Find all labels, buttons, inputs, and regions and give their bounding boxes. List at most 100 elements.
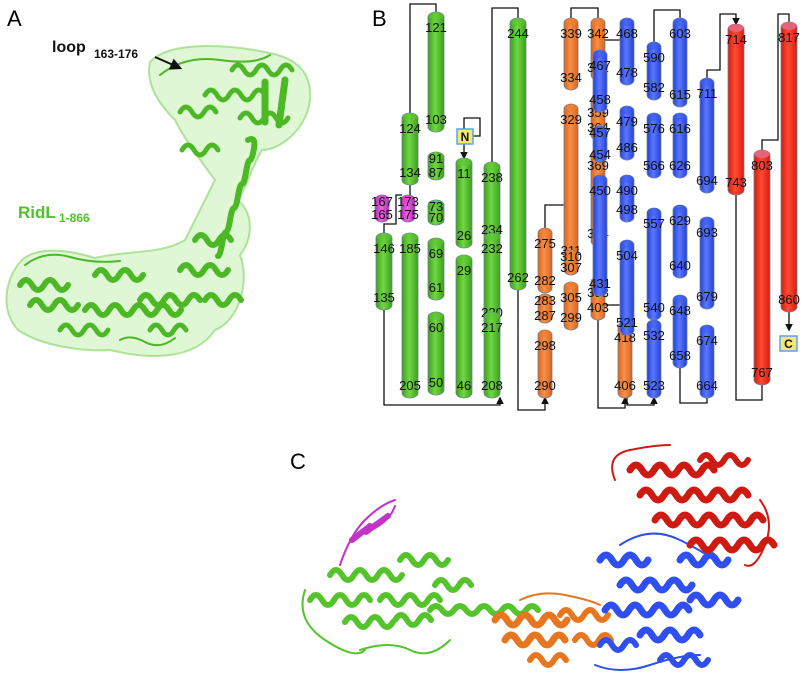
helix-end-label: 234 [481, 222, 503, 237]
helix-648-658: 648 658 [669, 294, 691, 369]
loop-range: 163-176 [94, 47, 138, 61]
helix-start-label: 167 [371, 194, 393, 209]
helix-end-label: 299 [560, 310, 582, 325]
helix-start-label: 60 [429, 320, 443, 335]
helix-329-311: 329311 [560, 103, 582, 264]
helix-start-label: 73 [429, 199, 443, 214]
connector-15 [706, 13, 740, 78]
helix-end-label: 403 [587, 300, 609, 315]
helix-711-694: 711 694 [696, 77, 718, 194]
helix-start-label: 29 [457, 263, 471, 278]
protein-range: 1-866 [59, 211, 90, 225]
helix-start-label: 674 [696, 333, 718, 348]
helix-start-label: 275 [534, 236, 556, 251]
helix-start-label: 69 [429, 246, 443, 261]
helix-end-label: 615 [669, 87, 691, 102]
helix-end-label: 87 [429, 165, 443, 180]
helix-end-label: 70 [429, 210, 443, 225]
helix-121-103: 121 103 [425, 11, 447, 133]
helix-616-626: 616 626 [669, 112, 691, 179]
helix-590-582: 590 582 [643, 41, 665, 101]
helix-start-label: 817 [778, 30, 800, 45]
panel-label-c: C [290, 449, 306, 474]
helix-end-label: 50 [429, 375, 443, 390]
helix-start-label: 479 [616, 114, 638, 129]
panel-a-structure: loop 163-176 RidL 1-866 [5, 39, 312, 357]
helix-60-50: 60 50 [427, 311, 445, 396]
helix-start-label: 468 [616, 26, 638, 41]
helix-start-label: 283 [534, 293, 556, 308]
helix-start-label: 603 [669, 26, 691, 41]
helix-232-220: 232220 [481, 232, 503, 326]
helix-end-label: 582 [643, 80, 665, 95]
helix-end-label: 640 [669, 258, 691, 273]
helix-557-540: 557 540 [643, 207, 665, 321]
green-domain [301, 552, 541, 655]
helix-end-label: 478 [616, 65, 638, 80]
helix-504-521: 504 521 [616, 239, 638, 336]
panel-c-structure [301, 444, 778, 671]
connector-1 [409, 3, 437, 113]
helix-end-label: 540 [643, 300, 665, 315]
helix-end-label: 290 [534, 378, 556, 393]
helix-start-label: 714 [725, 32, 747, 47]
helix-693-679: 693 679 [696, 216, 718, 310]
helix-start-label: 173 [397, 194, 419, 209]
helix-end-label: 679 [696, 289, 718, 304]
helix-start-label: 342 [587, 26, 609, 41]
helix-start-label: 298 [534, 338, 556, 353]
connector-9 [597, 320, 629, 409]
helix-start-label: 232 [481, 241, 503, 256]
n-terminus-label: N [461, 130, 470, 144]
helix-start-label: 124 [399, 121, 421, 136]
helix-69-61: 69 61 [427, 237, 445, 301]
connector-6 [517, 290, 549, 411]
helix-layer: 1211031241349187737011266961294660501461… [371, 11, 800, 399]
helix-124-134: 124 134 [399, 112, 421, 186]
helix-end-label: 458 [589, 92, 611, 107]
surface-envelope [5, 45, 312, 357]
red-domain [611, 444, 778, 567]
helix-603-615: 603 615 [669, 17, 691, 108]
helix-244-262: 244 262 [507, 17, 529, 291]
helix-end-label: 743 [725, 175, 747, 190]
blue-domain [594, 532, 742, 671]
helix-450-431: 450 431 [589, 174, 611, 297]
helix-start-label: 11 [457, 166, 471, 181]
helix-end-label: 486 [616, 140, 638, 155]
helix-end-label: 165 [371, 207, 393, 222]
helix-end-label: 262 [507, 270, 529, 285]
helix-end-label: 26 [457, 228, 471, 243]
helix-339-334: 339 334 [560, 17, 582, 91]
helix-185-205: 185 205 [399, 232, 421, 399]
panel-label-a: A [7, 6, 22, 31]
helix-end-label: 566 [643, 158, 665, 173]
helix-start-label: 450 [589, 183, 611, 198]
helix-start-label: 532 [643, 328, 665, 343]
helix-end-label: 208 [481, 378, 503, 393]
helix-end-label: 175 [397, 207, 419, 222]
connector-5 [491, 7, 519, 162]
helix-end-label: 46 [457, 378, 471, 393]
panel-label-b: B [372, 6, 387, 31]
connector-3 [383, 310, 504, 406]
connector-17 [761, 13, 790, 150]
helix-start-label: 121 [425, 20, 447, 35]
helix-end-label: 626 [669, 158, 691, 173]
helix-11-26: 11 26 [455, 157, 473, 249]
helix-end-label: 431 [589, 276, 611, 291]
helix-467-458: 467 458 [589, 49, 611, 113]
helix-start-label: 576 [643, 121, 665, 136]
helix-146-135: 146 135 [373, 232, 395, 311]
c-terminus: C [779, 335, 798, 352]
helix-end-label: 694 [696, 173, 718, 188]
ribbon-cartoon-a [17, 54, 295, 347]
helix-start-label: 629 [669, 213, 691, 228]
helix-674-664: 674 664 [696, 324, 718, 399]
helix-end-label: 521 [616, 315, 638, 330]
